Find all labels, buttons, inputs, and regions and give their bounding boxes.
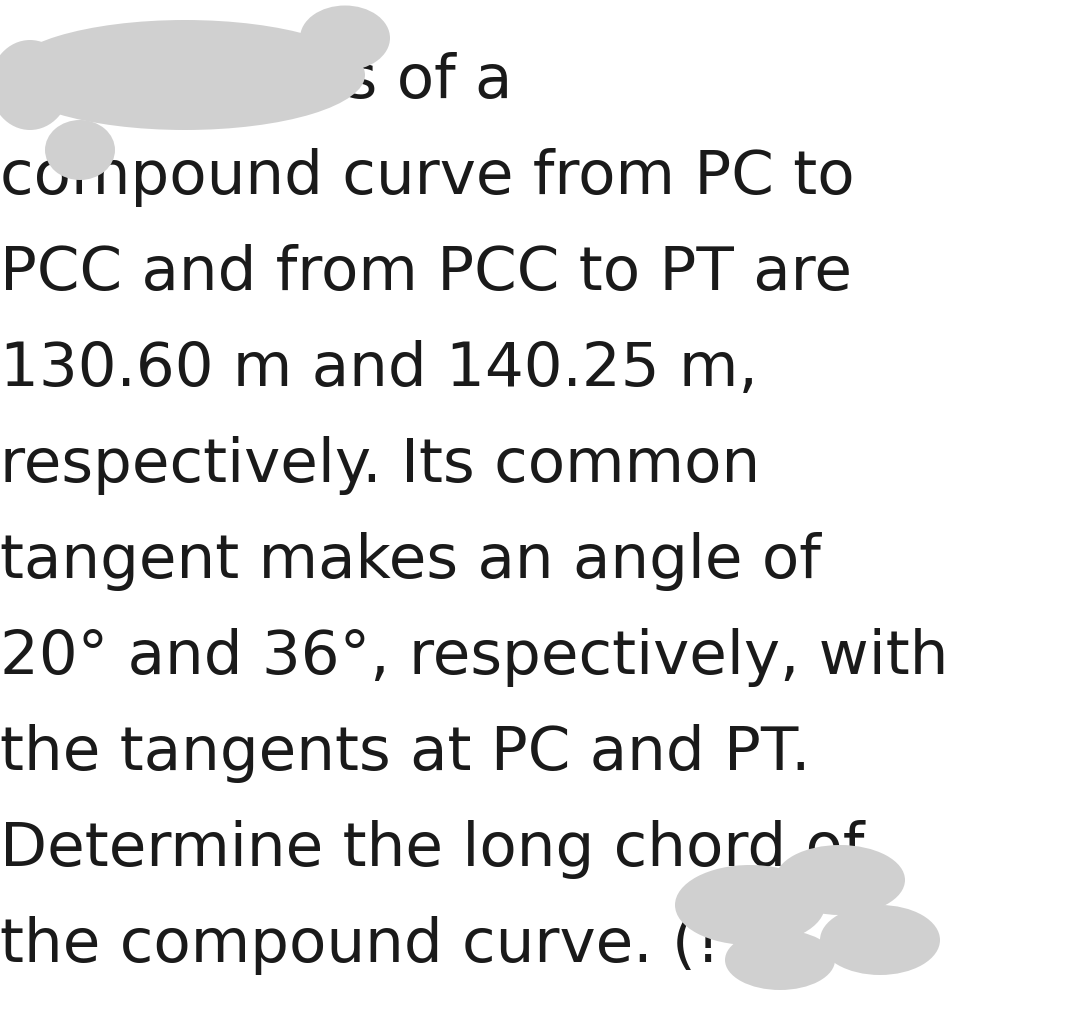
Text: PCC and from PCC to PT are: PCC and from PCC to PT are <box>0 244 852 303</box>
Text: the compound curve. (!: the compound curve. (! <box>0 916 720 975</box>
Text: 20° and 36°, respectively, with: 20° and 36°, respectively, with <box>0 628 948 687</box>
Text: the tangents at PC and PT.: the tangents at PC and PT. <box>0 725 811 783</box>
Text: : The chords of a: : The chords of a <box>0 52 513 111</box>
Text: respectively. Its common: respectively. Its common <box>0 436 760 495</box>
Text: compound curve from PC to: compound curve from PC to <box>0 148 854 207</box>
Text: 130.60 m and 140.25 m,: 130.60 m and 140.25 m, <box>0 340 758 399</box>
Text: Determine the long chord of: Determine the long chord of <box>0 820 864 879</box>
Text: tangent makes an angle of: tangent makes an angle of <box>0 532 821 591</box>
